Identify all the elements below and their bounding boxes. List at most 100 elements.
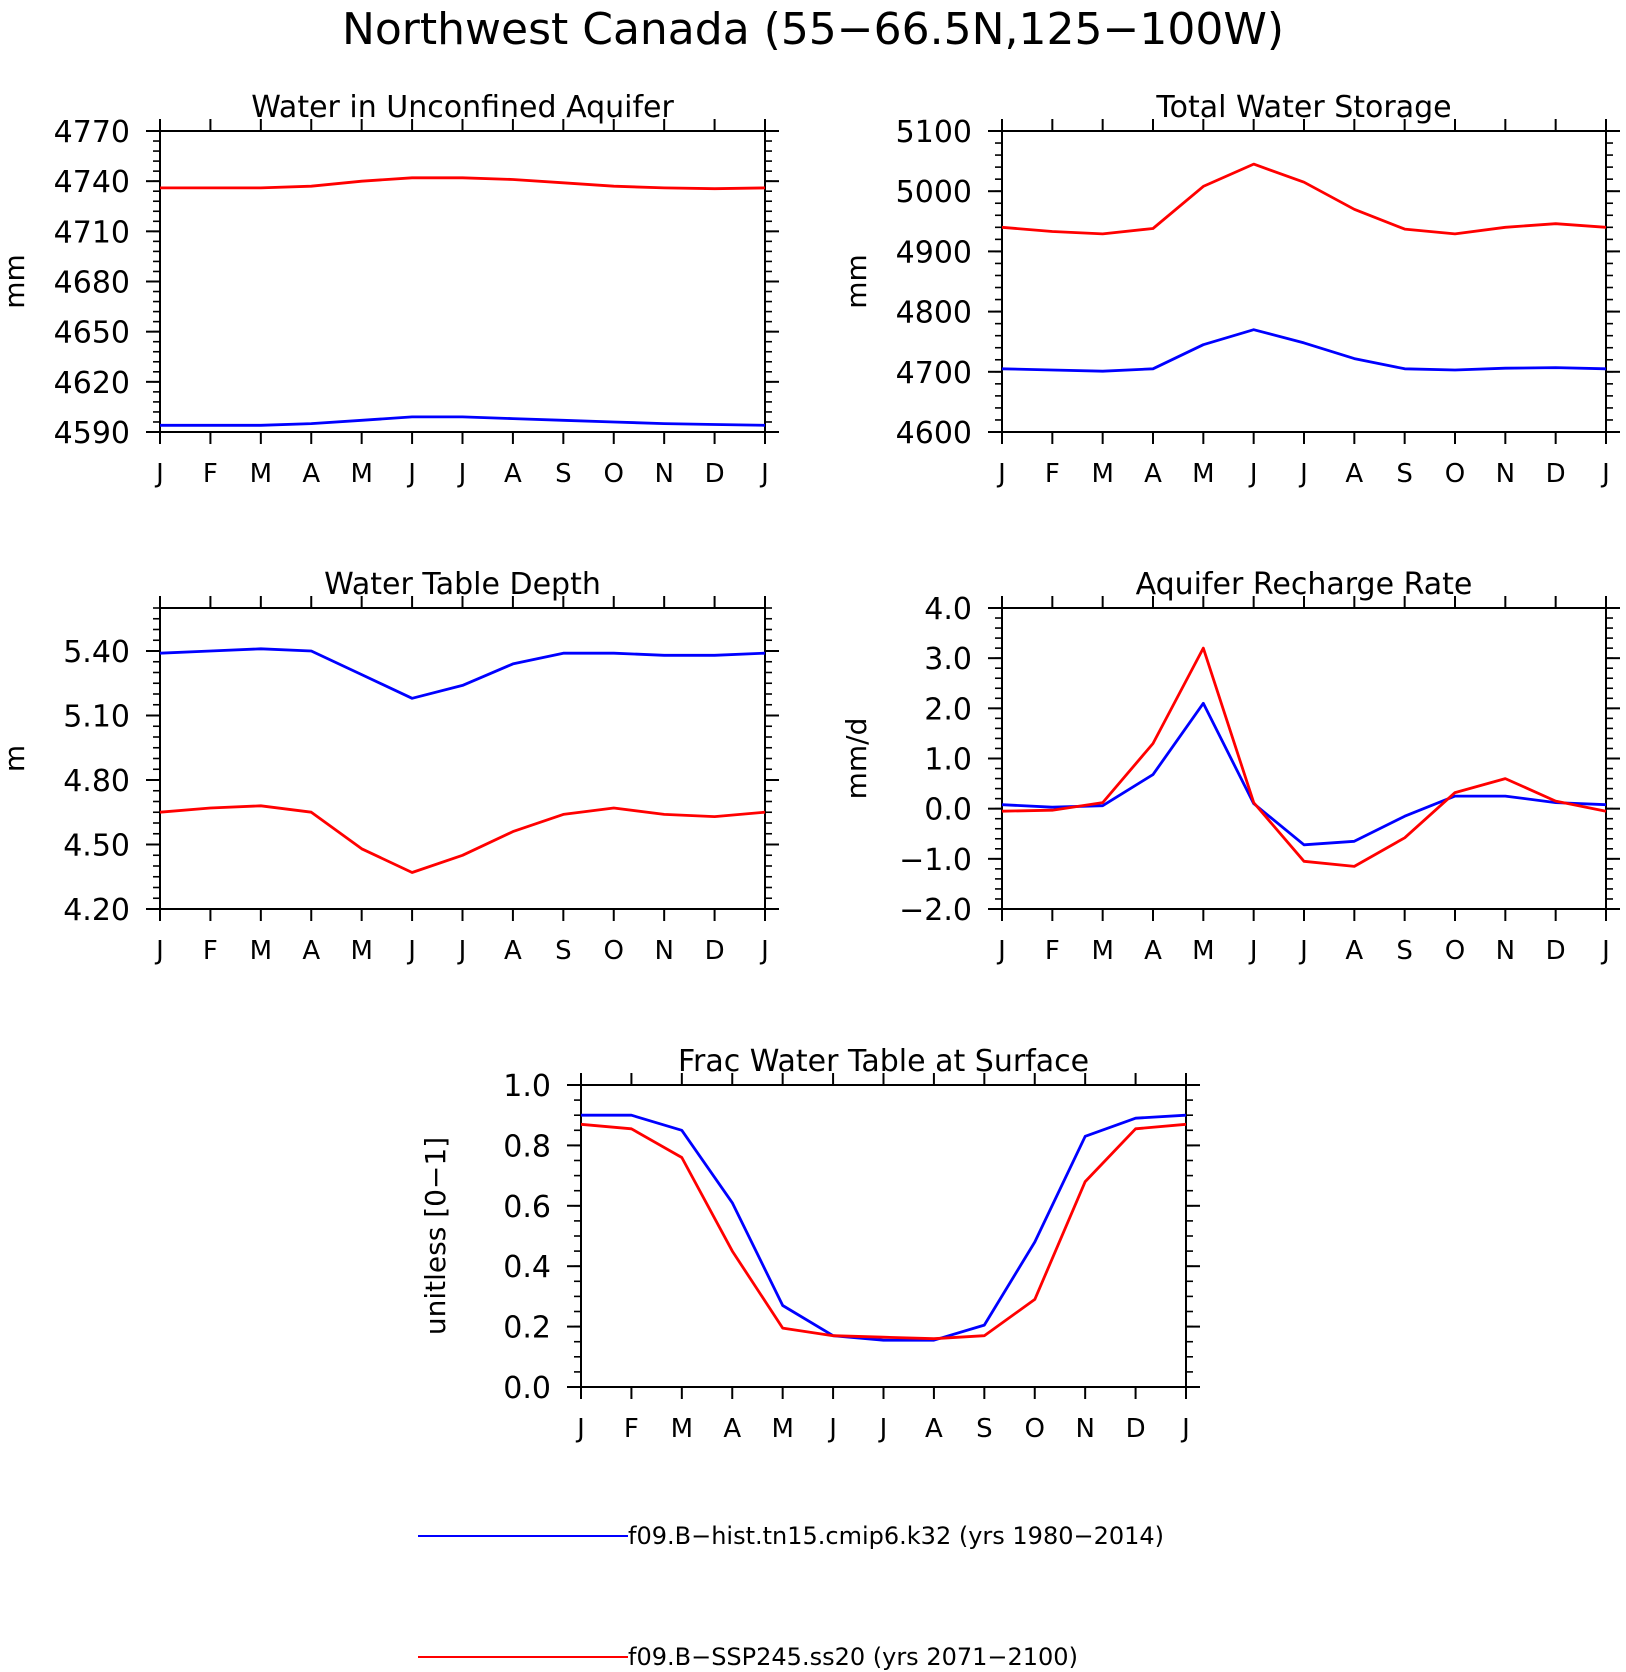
series-line-hist	[581, 1113, 1187, 1342]
plot-frame	[1001, 607, 1607, 910]
series-line-future	[160, 176, 766, 191]
y-tick-label: −2.0	[899, 893, 972, 928]
x-tick-label: M	[1091, 459, 1113, 489]
y-tick-label: 5.40	[63, 635, 130, 670]
y-tick-label: 0.4	[503, 1250, 551, 1285]
x-tick-label: S	[1396, 459, 1413, 489]
x-tick-label: M	[1091, 936, 1113, 966]
legend: f09.B−hist.tn15.cmip6.k32 (yrs 1980−2014…	[418, 1522, 1164, 1671]
x-tick-label: J	[878, 1414, 888, 1444]
x-tick-label: J	[1600, 459, 1610, 489]
x-tick-label: O	[1445, 936, 1465, 966]
y-tick-label: 4.0	[924, 592, 972, 627]
x-tick-label: D	[705, 936, 725, 966]
series-line-future	[1001, 646, 1607, 868]
x-tick-label: J	[1298, 459, 1308, 489]
series-line-future	[159, 804, 766, 874]
x-tick-label: N	[654, 936, 673, 966]
y-tick-label: 0.6	[503, 1190, 551, 1225]
x-tick-label: O	[1445, 459, 1465, 489]
x-tick-label: A	[302, 936, 320, 966]
series-line-hist	[160, 415, 766, 427]
x-tick-label: J	[759, 459, 769, 489]
x-tick-label: O	[604, 459, 624, 489]
x-tick-label: J	[575, 1414, 585, 1444]
x-tick-label: M	[771, 1414, 793, 1444]
x-tick-label: J	[457, 936, 467, 966]
y-tick-label: 4680	[54, 266, 130, 301]
legend-label-hist: f09.B−hist.tn15.cmip6.k32 (yrs 1980−2014…	[628, 1522, 1164, 1550]
x-tick-label: J	[457, 459, 467, 489]
series-line-hist	[1001, 701, 1607, 847]
x-tick-label: J	[827, 1414, 837, 1444]
x-tick-label: F	[624, 1414, 639, 1444]
x-tick-label: J	[1248, 936, 1258, 966]
y-axis-label: mm	[840, 254, 873, 309]
y-axis-label: m	[0, 745, 31, 772]
y-tick-label: 4.50	[63, 829, 130, 864]
x-tick-label: A	[1345, 459, 1363, 489]
x-tick-label: O	[604, 936, 624, 966]
x-tick-label: A	[302, 459, 320, 489]
x-tick-label: A	[1345, 936, 1363, 966]
y-tick-label: −1.0	[899, 843, 972, 878]
y-tick-label: 4.20	[63, 893, 130, 928]
x-tick-label: F	[203, 936, 218, 966]
x-tick-label: S	[976, 1414, 993, 1444]
x-tick-label: J	[759, 936, 769, 966]
x-tick-label: M	[250, 936, 272, 966]
series-line-hist	[1001, 328, 1607, 373]
y-tick-label: 4650	[54, 316, 130, 351]
x-tick-label: D	[1126, 1414, 1146, 1444]
x-tick-label: M	[671, 1414, 693, 1444]
x-tick-label: S	[555, 459, 572, 489]
series-line-future	[1001, 162, 1607, 236]
series-line-hist	[159, 647, 766, 700]
x-tick-label: J	[154, 459, 164, 489]
y-axis-label: mm/d	[840, 718, 873, 800]
x-tick-label: N	[1075, 1414, 1094, 1444]
x-tick-label: J	[406, 936, 416, 966]
x-tick-label: J	[154, 936, 164, 966]
y-tick-label: 1.0	[924, 743, 972, 778]
y-tick-label: 5.10	[63, 700, 130, 735]
y-tick-label: 4620	[54, 366, 130, 401]
y-tick-label: 4740	[54, 165, 130, 200]
y-tick-label: 5100	[896, 115, 972, 150]
x-tick-label: N	[1496, 459, 1515, 489]
x-tick-label: M	[250, 459, 272, 489]
x-tick-label: A	[1144, 459, 1162, 489]
x-tick-label: J	[1600, 936, 1610, 966]
x-tick-label: A	[723, 1414, 741, 1444]
x-tick-label: J	[1180, 1414, 1190, 1444]
y-tick-label: 4590	[54, 416, 130, 451]
x-tick-label: S	[1396, 936, 1413, 966]
series-line-future	[580, 1122, 1187, 1341]
y-tick-label: 4900	[896, 235, 972, 270]
x-tick-label: J	[406, 459, 416, 489]
y-tick-label: 5000	[896, 175, 972, 210]
y-tick-label: 4770	[54, 115, 130, 150]
figure-title: Northwest Canada (55−66.5N,125−100W)	[342, 4, 1284, 55]
x-tick-label: F	[1045, 459, 1060, 489]
x-tick-label: M	[1192, 459, 1214, 489]
y-tick-label: 0.0	[503, 1371, 551, 1406]
x-tick-label: F	[203, 459, 218, 489]
x-tick-label: M	[350, 459, 372, 489]
x-tick-label: D	[1546, 936, 1566, 966]
x-tick-label: M	[1192, 936, 1214, 966]
x-tick-label: A	[504, 936, 522, 966]
x-tick-label: N	[1496, 936, 1515, 966]
x-tick-label: M	[350, 936, 372, 966]
y-tick-label: 4.80	[63, 764, 130, 799]
x-tick-label: D	[705, 459, 725, 489]
x-tick-label: F	[1045, 936, 1060, 966]
y-tick-label: 4800	[896, 296, 972, 331]
y-axis-label: unitless [0−1]	[419, 1137, 452, 1335]
